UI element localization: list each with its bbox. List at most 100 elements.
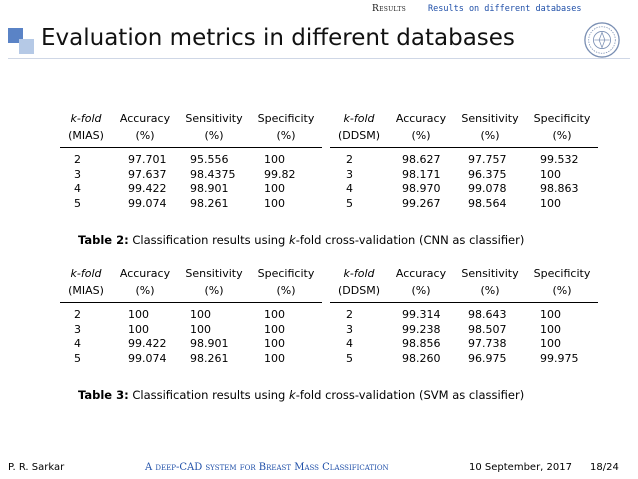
table-cell: 98.261 <box>190 351 229 365</box>
table3-ddsm: k-fold (DDSM) Accuracy (%) Sensitivity (%) … <box>330 265 598 366</box>
table2-mias: k-fold (MIAS) Accuracy (%) Sensitivity (%) … <box>60 110 322 211</box>
table-cell: 97.738 <box>468 337 507 350</box>
table-cell: 99.267 <box>402 196 441 210</box>
table-cell: 5 <box>346 351 353 365</box>
table-cell: 95.556 <box>190 153 229 166</box>
table-cell: 3 <box>74 322 81 336</box>
table-cell: 98.643 <box>468 308 507 321</box>
column-header: Sensitivity (%) <box>454 265 526 303</box>
column-header: Specificity (%) <box>526 110 598 148</box>
table-header-row: k-fold (DDSM) Accuracy (%) Sensitivity (%) … <box>330 265 598 303</box>
table-cell: 3 <box>74 167 81 181</box>
table-row: 3 99.238 98.507 100 <box>330 323 598 338</box>
table-cell: 4 <box>346 337 353 350</box>
table-cell: 100 <box>540 167 561 181</box>
footer-page-number: 18/24 <box>590 462 619 473</box>
nav-section-link[interactable]: Results <box>372 4 407 14</box>
column-header: Specificity (%) <box>250 110 322 148</box>
column-header: k-fold (MIAS) <box>60 110 112 148</box>
table-cell: 98.627 <box>402 153 441 166</box>
table-row: 4 98.970 99.078 98.863 <box>330 182 598 197</box>
table-row: 4 99.422 98.901 100 <box>60 182 322 197</box>
table-row: 4 99.422 98.901 100 <box>60 337 322 352</box>
table3-caption: Table 3: Classification results using k-… <box>78 388 525 402</box>
table-cell: 99.975 <box>540 351 579 365</box>
table-cell: 99.074 <box>128 196 167 210</box>
title-decoration-square-light <box>19 39 34 54</box>
table-row: 5 99.267 98.564 100 <box>330 197 598 212</box>
table-cell: 98.901 <box>190 182 229 195</box>
table-row: 2 98.627 97.757 99.532 <box>330 148 598 168</box>
table-cell: 98.863 <box>540 182 579 195</box>
table-row: 3 97.637 98.4375 99.82 <box>60 168 322 183</box>
table-header-row: k-fold (MIAS) Accuracy (%) Sensitivity (%) … <box>60 110 322 148</box>
table-cell: 2 <box>346 153 353 166</box>
table-cell: 98.507 <box>468 322 507 336</box>
table-cell: 100 <box>540 308 561 321</box>
table-cell: 100 <box>264 337 285 350</box>
table-cell: 99.074 <box>128 351 167 365</box>
table-row: 5 99.074 98.261 100 <box>60 197 322 212</box>
column-header: Specificity (%) <box>526 265 598 303</box>
table-cell: 4 <box>74 182 81 195</box>
table-cell: 98.260 <box>402 351 441 365</box>
column-header: Sensitivity (%) <box>178 265 250 303</box>
table-cell: 3 <box>346 167 353 181</box>
table-cell: 97.637 <box>128 167 167 181</box>
table-header-row: k-fold (DDSM) Accuracy (%) Sensitivity (%) … <box>330 110 598 148</box>
table-cell: 97.757 <box>468 153 507 166</box>
table-cell: 2 <box>74 308 81 321</box>
table-cell: 98.564 <box>468 196 507 210</box>
table-cell: 98.970 <box>402 182 441 195</box>
column-header: Sensitivity (%) <box>178 110 250 148</box>
table-cell: 98.4375 <box>190 167 236 181</box>
table-row: 2 100 100 100 <box>60 303 322 323</box>
table-cell: 96.375 <box>468 167 507 181</box>
column-header: k-fold (DDSM) <box>330 110 388 148</box>
table-cell: 100 <box>540 337 561 350</box>
table-cell: 98.261 <box>190 196 229 210</box>
column-header: Sensitivity (%) <box>454 110 526 148</box>
table-cell: 5 <box>74 351 81 365</box>
column-header: Accuracy (%) <box>112 110 178 148</box>
table-header-row: k-fold (MIAS) Accuracy (%) Sensitivity (%) … <box>60 265 322 303</box>
table-row: 5 98.260 96.975 99.975 <box>330 352 598 367</box>
table-row: 3 100 100 100 <box>60 323 322 338</box>
table-cell: 2 <box>346 308 353 321</box>
table-row: 3 98.171 96.375 100 <box>330 168 598 183</box>
footer-title: A deep-CAD system for Breast Mass Classi… <box>145 462 389 473</box>
table-cell: 97.701 <box>128 153 167 166</box>
university-seal-icon <box>584 22 620 58</box>
column-header: k-fold (MIAS) <box>60 265 112 303</box>
table-cell: 99.238 <box>402 322 441 336</box>
table-cell: 100 <box>264 153 285 166</box>
table-cell: 2 <box>74 153 81 166</box>
table-cell: 100 <box>190 308 211 321</box>
table-cell: 100 <box>264 196 285 210</box>
nav-subsection-link[interactable]: Results on different databases <box>428 4 582 14</box>
table-cell: 4 <box>74 337 81 350</box>
table-cell: 4 <box>346 182 353 195</box>
column-header: Accuracy (%) <box>112 265 178 303</box>
column-header: Accuracy (%) <box>388 265 454 303</box>
table-cell: 100 <box>128 308 149 321</box>
table3-mias: k-fold (MIAS) Accuracy (%) Sensitivity (%) … <box>60 265 322 366</box>
column-header: Accuracy (%) <box>388 110 454 148</box>
table-cell: 100 <box>128 322 149 336</box>
table-cell: 100 <box>264 322 285 336</box>
table-cell: 100 <box>264 182 285 195</box>
table-row: 2 99.314 98.643 100 <box>330 303 598 323</box>
table-cell: 3 <box>346 322 353 336</box>
column-header: Specificity (%) <box>250 265 322 303</box>
table-cell: 99.314 <box>402 308 441 321</box>
title-underline <box>8 58 630 59</box>
footer-author: P. R. Sarkar <box>8 462 65 473</box>
table-cell: 96.975 <box>468 351 507 365</box>
table-cell: 99.422 <box>128 337 167 350</box>
table-cell: 5 <box>346 196 353 210</box>
top-navigation: Results Results on different databases <box>0 0 638 18</box>
table2-caption: Table 2: Classification results using k-… <box>78 233 525 247</box>
table-cell: 100 <box>540 196 561 210</box>
table-cell: 100 <box>540 322 561 336</box>
table-cell: 100 <box>190 322 211 336</box>
